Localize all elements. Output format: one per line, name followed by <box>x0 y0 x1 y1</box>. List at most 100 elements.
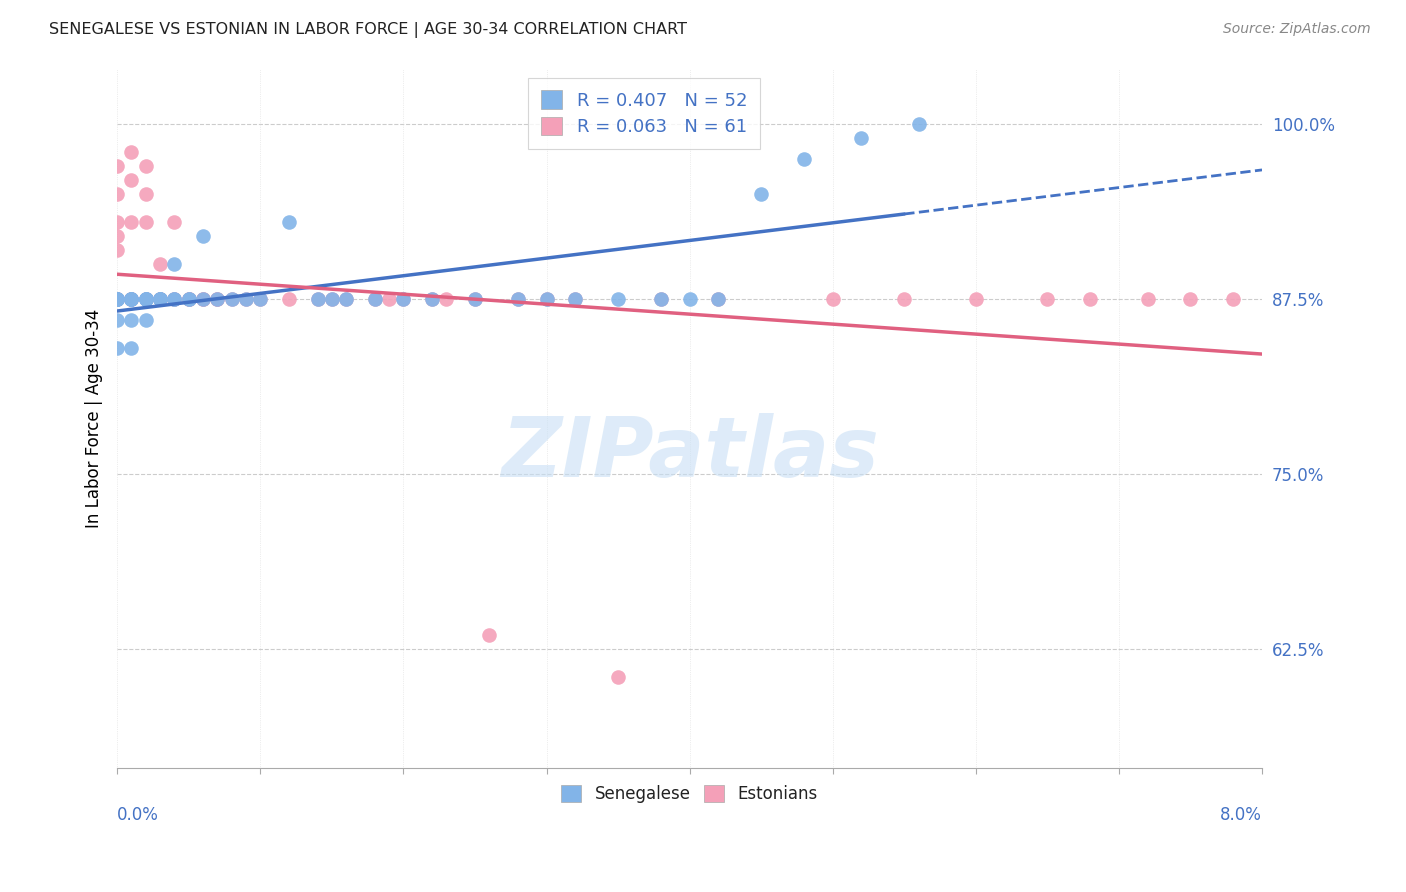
Point <box>965 292 987 306</box>
Point <box>1136 292 1159 306</box>
Point <box>135 215 157 229</box>
Point <box>149 292 172 306</box>
Point <box>121 173 143 187</box>
Point <box>177 292 200 306</box>
Point <box>221 292 243 306</box>
Point <box>335 292 357 306</box>
Point <box>678 292 700 306</box>
Point <box>105 292 128 306</box>
Point <box>105 292 128 306</box>
Point <box>564 292 586 306</box>
Point <box>434 292 457 306</box>
Point <box>121 292 143 306</box>
Point <box>163 292 186 306</box>
Point <box>607 292 630 306</box>
Point <box>235 292 257 306</box>
Point <box>307 292 329 306</box>
Point <box>191 292 214 306</box>
Point <box>464 292 486 306</box>
Point <box>420 292 443 306</box>
Point <box>392 292 415 306</box>
Point <box>536 292 558 306</box>
Point <box>135 292 157 306</box>
Point <box>249 292 271 306</box>
Point <box>149 292 172 306</box>
Point <box>121 292 143 306</box>
Point <box>420 292 443 306</box>
Point <box>191 229 214 244</box>
Point <box>149 292 172 306</box>
Point <box>749 187 772 202</box>
Legend: Senegalese, Estonians: Senegalese, Estonians <box>553 777 827 812</box>
Point <box>121 292 143 306</box>
Point <box>121 292 143 306</box>
Point <box>121 292 143 306</box>
Point <box>135 187 157 202</box>
Point <box>277 292 299 306</box>
Point <box>105 244 128 258</box>
Point <box>135 292 157 306</box>
Point <box>364 292 387 306</box>
Point <box>177 292 200 306</box>
Point <box>321 292 343 306</box>
Point <box>105 160 128 174</box>
Point <box>105 341 128 355</box>
Point <box>707 292 730 306</box>
Point <box>163 257 186 271</box>
Point <box>506 292 529 306</box>
Point <box>821 292 844 306</box>
Y-axis label: In Labor Force | Age 30-34: In Labor Force | Age 30-34 <box>86 309 103 528</box>
Point <box>121 341 143 355</box>
Point <box>650 292 672 306</box>
Point <box>135 292 157 306</box>
Point <box>607 670 630 684</box>
Point <box>149 292 172 306</box>
Point <box>135 160 157 174</box>
Point <box>177 292 200 306</box>
Point <box>105 292 128 306</box>
Point <box>135 292 157 306</box>
Point <box>249 292 271 306</box>
Text: ZIPatlas: ZIPatlas <box>501 413 879 493</box>
Point <box>121 292 143 306</box>
Point <box>149 292 172 306</box>
Point <box>105 229 128 244</box>
Point <box>121 145 143 160</box>
Point <box>392 292 415 306</box>
Point <box>105 292 128 306</box>
Point <box>707 292 730 306</box>
Text: 0.0%: 0.0% <box>117 806 159 824</box>
Point <box>105 292 128 306</box>
Point <box>207 292 229 306</box>
Point <box>149 257 172 271</box>
Point <box>149 292 172 306</box>
Point <box>163 292 186 306</box>
Point <box>191 292 214 306</box>
Point <box>321 292 343 306</box>
Point <box>177 292 200 306</box>
Point <box>121 313 143 327</box>
Point <box>335 292 357 306</box>
Point <box>364 292 387 306</box>
Point <box>277 215 299 229</box>
Point <box>1078 292 1101 306</box>
Point <box>121 215 143 229</box>
Point <box>121 292 143 306</box>
Point <box>135 313 157 327</box>
Point <box>105 292 128 306</box>
Point <box>105 292 128 306</box>
Point <box>135 292 157 306</box>
Point <box>163 215 186 229</box>
Point <box>221 292 243 306</box>
Text: SENEGALESE VS ESTONIAN IN LABOR FORCE | AGE 30-34 CORRELATION CHART: SENEGALESE VS ESTONIAN IN LABOR FORCE | … <box>49 22 688 38</box>
Point <box>1180 292 1202 306</box>
Point <box>105 187 128 202</box>
Point <box>149 292 172 306</box>
Point <box>378 292 401 306</box>
Point <box>536 292 558 306</box>
Point <box>191 292 214 306</box>
Point <box>163 292 186 306</box>
Point <box>105 313 128 327</box>
Point <box>506 292 529 306</box>
Point <box>105 215 128 229</box>
